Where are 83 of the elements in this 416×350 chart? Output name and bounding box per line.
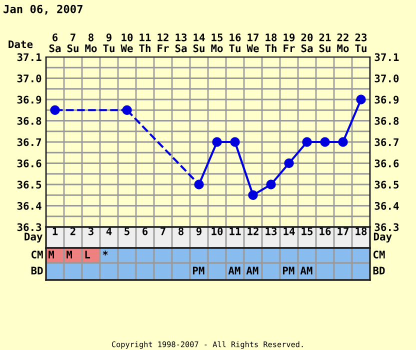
category-label: CM xyxy=(373,250,385,259)
x-tick-label: 14 Su xyxy=(193,34,205,52)
x-tick-label: 13 Sa xyxy=(175,33,187,52)
category-label: CM xyxy=(32,250,43,259)
x2-tick-label: 16 xyxy=(320,227,331,236)
x-tick-label: 12 Fr xyxy=(158,33,169,52)
x-tick-label: 21 Su xyxy=(319,33,331,52)
x-tick-label: 15 Mo xyxy=(211,34,223,52)
x2-tick-label: 17 xyxy=(338,227,348,236)
x-tick-label: 17 We xyxy=(246,34,259,52)
x2-tick-label: 13 xyxy=(266,227,277,236)
x-tick-label: 19 Fr xyxy=(284,34,295,52)
point xyxy=(320,137,330,147)
x-tick-label: 23 Tu xyxy=(355,33,367,52)
x2-tick-label: 10 xyxy=(212,227,223,236)
text: PM xyxy=(192,266,204,274)
x-axis-title: Date xyxy=(8,40,33,48)
text: AM xyxy=(228,266,240,274)
y2-tick-label: 36.5 xyxy=(374,180,399,189)
text: * xyxy=(102,250,108,256)
y2-tick-label: 36.8 xyxy=(374,116,399,125)
y-tick-label: 36.5 xyxy=(17,180,42,189)
point xyxy=(50,105,60,115)
x2-tick-label: 5 xyxy=(124,227,130,236)
x2-axis-title: Day xyxy=(24,232,42,243)
point xyxy=(194,180,204,190)
x2-tick-label: 7 xyxy=(160,227,166,236)
category-label: BD xyxy=(31,266,43,274)
x-tick-label: 20 Sa xyxy=(301,33,313,52)
text: AM xyxy=(300,266,312,274)
x2-tick-label: 18 xyxy=(356,227,367,236)
y-tick-label: 36.6 xyxy=(17,159,42,168)
x2-tick-label: 4 xyxy=(106,227,112,236)
text: L xyxy=(85,250,90,258)
point xyxy=(266,180,276,190)
point xyxy=(212,137,222,147)
x2-tick-label: 1 xyxy=(52,227,58,236)
x2-tick-label: 2 xyxy=(70,227,76,236)
x2-tick-label: 6 xyxy=(142,227,148,236)
y-tick-label: 37.1 xyxy=(17,53,42,62)
y2-tick-label: 36.9 xyxy=(374,96,399,104)
point xyxy=(230,137,240,147)
x2-tick-label: 9 xyxy=(196,227,202,236)
y2-tick-label: 37.1 xyxy=(374,53,399,62)
point xyxy=(122,105,132,115)
category-label: BD xyxy=(373,266,385,274)
point xyxy=(284,158,294,168)
x-tick-label: 6 Sa xyxy=(49,33,61,52)
x-tick-label: 10 We xyxy=(120,33,133,52)
text: Day xyxy=(374,232,392,243)
text: M xyxy=(48,250,54,258)
y2-tick-label: 37.0 xyxy=(374,74,399,82)
point xyxy=(302,137,312,147)
y2-tick-label: 36.3 xyxy=(374,223,399,232)
text: M xyxy=(66,250,72,258)
x-tick-label: 22 Mo xyxy=(337,33,349,52)
x-tick-label: 9 Tu xyxy=(103,34,114,52)
x-tick-label: 11 Th xyxy=(139,34,151,52)
y-tick-label: 36.7 xyxy=(17,138,42,146)
point xyxy=(356,94,366,104)
x2-tick-label: 3 xyxy=(88,227,94,236)
point xyxy=(338,137,348,147)
x2-tick-label: 11 xyxy=(230,227,241,236)
x2-tick-label: 8 xyxy=(178,227,184,236)
text: AM xyxy=(246,266,258,274)
text: PM xyxy=(282,266,294,274)
x2-tick-label: 12 xyxy=(248,227,258,236)
x2-tick-label: 15 xyxy=(302,227,313,236)
y-tick-label: 36.4 xyxy=(17,202,42,210)
chart-title: Jan 06, 2007 xyxy=(4,4,82,15)
y-tick-label: 36.9 xyxy=(17,96,42,104)
x2-tick-label: 14 xyxy=(284,227,295,236)
x-tick-label: 8 Mo xyxy=(85,33,97,52)
x-tick-label: 7 Su xyxy=(67,34,78,52)
y2-tick-label: 36.4 xyxy=(374,202,399,210)
y-tick-label: 36.8 xyxy=(17,116,42,125)
x-tick-label: 18 Th xyxy=(265,33,277,52)
y2-tick-label: 36.7 xyxy=(374,138,398,146)
point xyxy=(248,190,258,200)
y-tick-label: 37.0 xyxy=(17,74,42,82)
y2-tick-label: 36.6 xyxy=(374,159,399,168)
x-tick-label: 16 Tu xyxy=(229,33,241,52)
y-tick-label: 36.3 xyxy=(17,223,42,232)
